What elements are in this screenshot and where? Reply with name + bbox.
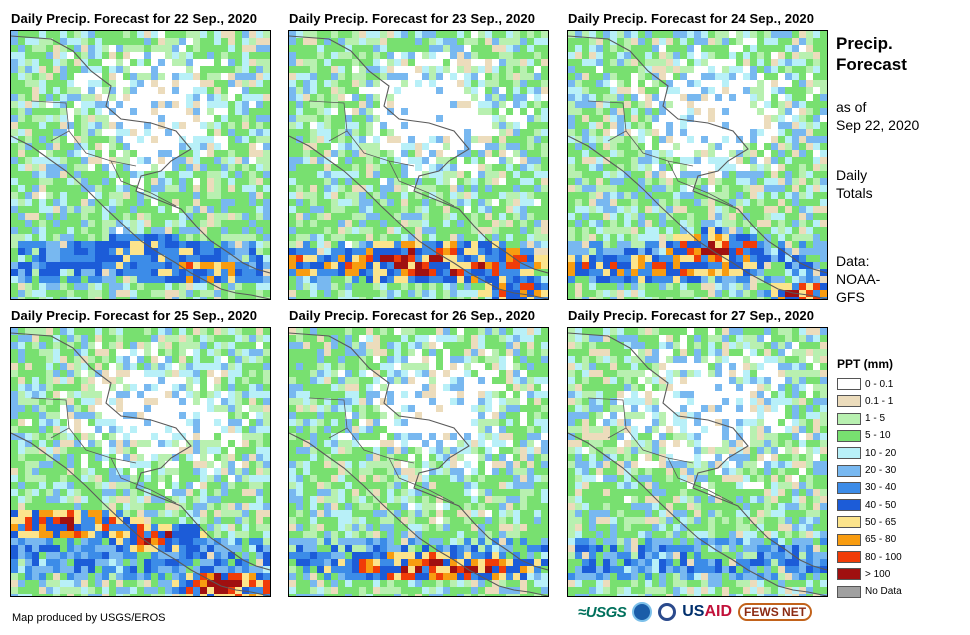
noaa-logo xyxy=(632,602,653,622)
panel-title-4: Daily Precip. Forecast for 25 Sep., 2020 xyxy=(11,308,258,323)
legend-item: 30 - 40 xyxy=(837,481,896,495)
legend-title: PPT (mm) xyxy=(837,357,894,371)
as-of-label: as of xyxy=(836,99,867,115)
legend-label: 30 - 40 xyxy=(865,482,897,494)
coastline xyxy=(289,432,548,596)
panel-title-5: Daily Precip. Forecast for 26 Sep., 2020 xyxy=(289,308,536,323)
legend-item: 5 - 10 xyxy=(837,429,891,443)
as-of-value: Sep 22, 2020 xyxy=(836,117,920,133)
legend-swatch xyxy=(837,412,861,425)
sidebar-title: Precip. Forecast xyxy=(836,33,907,75)
legend-item: 0 - 0.1 xyxy=(837,377,893,391)
country-borders xyxy=(30,100,177,207)
legend-swatch xyxy=(837,447,861,460)
legend-label: 40 - 50 xyxy=(865,499,897,511)
legend-swatch xyxy=(837,464,861,477)
legend-item: > 100 xyxy=(837,567,890,581)
coastline xyxy=(11,135,270,299)
usaid-logo-aid: AID xyxy=(704,603,733,620)
legend-label: No Data xyxy=(865,586,902,598)
totals-line1: Daily xyxy=(836,167,868,183)
totals-line2: Totals xyxy=(836,185,873,201)
legend-label: 65 - 80 xyxy=(865,534,897,546)
sidebar-title-line2: Forecast xyxy=(836,55,907,74)
legend-item: 10 - 20 xyxy=(837,446,896,460)
legend-label: 20 - 30 xyxy=(865,465,897,476)
data-source-line2: NOAA- xyxy=(836,271,881,287)
forecast-map-1 xyxy=(10,30,271,300)
coastline xyxy=(11,332,270,571)
panel-title-2: Daily Precip. Forecast for 23 Sep., 2020 xyxy=(289,11,536,26)
legend-swatch xyxy=(837,499,861,512)
country-borders xyxy=(308,100,455,207)
legend-item: 50 - 65 xyxy=(837,515,896,529)
country-borders xyxy=(308,397,455,504)
legend-swatch xyxy=(837,568,861,581)
usaid-logo-us: US xyxy=(682,603,705,620)
legend-label: 1 - 5 xyxy=(865,413,886,425)
usgs-logo: ≈USGS xyxy=(578,603,627,621)
coastline xyxy=(568,432,827,596)
forecast-map-4 xyxy=(10,327,271,597)
panel-title-6: Daily Precip. Forecast for 27 Sep., 2020 xyxy=(568,308,815,323)
panel-title-3: Daily Precip. Forecast for 24 Sep., 2020 xyxy=(568,11,815,26)
legend-swatch xyxy=(837,378,861,390)
coastline xyxy=(11,432,270,596)
legend-swatch xyxy=(837,585,861,598)
sidebar-title-line1: Precip. xyxy=(836,34,893,53)
coastline xyxy=(568,332,827,571)
legend-label: 50 - 65 xyxy=(865,516,897,528)
legend-swatch xyxy=(837,551,861,563)
forecast-map-2 xyxy=(288,30,549,300)
legend-item: No Data xyxy=(837,585,902,599)
country-borders xyxy=(587,397,734,504)
seal-logo xyxy=(658,603,677,621)
forecast-map-5 xyxy=(288,327,549,597)
legend-label: 80 - 100 xyxy=(865,551,902,563)
legend-label: > 100 xyxy=(865,568,891,580)
data-source-line3: GFS xyxy=(836,289,865,305)
coastline xyxy=(289,35,548,274)
legend-item: 40 - 50 xyxy=(837,498,896,512)
coastline xyxy=(568,35,827,274)
legend-item: 65 - 80 xyxy=(837,533,896,547)
legend-item: 80 - 100 xyxy=(837,550,902,564)
legend-label: 0.1 - 1 xyxy=(865,395,894,407)
data-source: Data: NOAA- GFS xyxy=(836,252,880,306)
country-borders xyxy=(30,397,177,504)
coastline xyxy=(11,35,270,274)
coastline xyxy=(289,135,548,299)
map-credit: Map produced by USGS/EROS xyxy=(12,612,166,624)
legend-swatch xyxy=(837,516,861,529)
partner-logos: ≈USGS USAID FEWS NET xyxy=(578,602,813,622)
data-source-line1: Data: xyxy=(836,253,870,269)
legend-swatch xyxy=(837,395,861,408)
legend-label: 5 - 10 xyxy=(865,430,891,442)
fewsnet-logo: FEWS NET xyxy=(738,603,813,621)
forecast-map-3 xyxy=(567,30,828,300)
coastline xyxy=(568,135,827,299)
country-borders xyxy=(587,100,734,207)
totals-label: Daily Totals xyxy=(836,166,873,202)
legend-item: 0.1 - 1 xyxy=(837,394,893,408)
usaid-logo: USAID xyxy=(682,603,732,621)
legend-swatch xyxy=(837,429,861,442)
legend-item: 20 - 30 xyxy=(837,464,896,478)
legend-swatch xyxy=(837,481,861,494)
legend-label: 0 - 0.1 xyxy=(865,378,894,390)
panel-title-1: Daily Precip. Forecast for 22 Sep., 2020 xyxy=(11,11,258,26)
as-of-date: as of Sep 22, 2020 xyxy=(836,98,919,134)
legend-swatch xyxy=(837,533,861,546)
legend-label: 10 - 20 xyxy=(865,447,897,459)
forecast-map-6 xyxy=(567,327,828,597)
coastline xyxy=(289,332,548,571)
legend-item: 1 - 5 xyxy=(837,412,885,426)
